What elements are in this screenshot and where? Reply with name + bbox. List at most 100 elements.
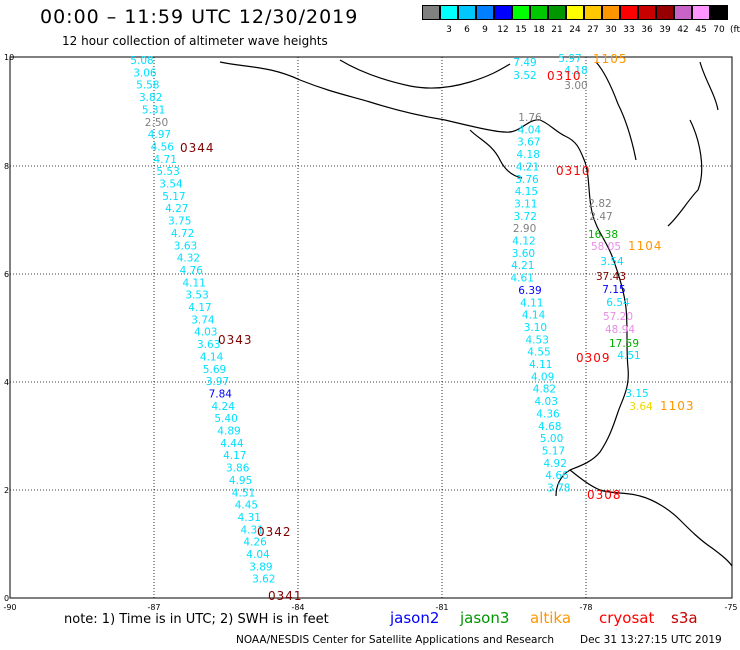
wave-height-value: 3.64 (629, 401, 653, 413)
legend-swatch (440, 5, 458, 20)
wave-height-value: 3.89 (249, 561, 272, 573)
pass-time-label: 0342 (257, 525, 292, 539)
legend-swatch (548, 5, 566, 20)
wave-height-value: 3.00 (564, 80, 587, 92)
legend-swatch (710, 5, 728, 20)
wave-height-value: 4.71 (154, 154, 177, 166)
satellite-legend-cryosat: cryosat (599, 609, 655, 627)
wave-height-value: 4.12 (512, 236, 535, 248)
wave-height-value: 4.18 (564, 65, 587, 77)
wave-height-value: 3.52 (513, 70, 536, 82)
wave-height-value: 3.06 (133, 67, 157, 79)
satellite-legend-altika: altika (530, 609, 572, 627)
legend-swatch (602, 5, 620, 20)
wave-height-value: 2.47 (589, 211, 612, 223)
wave-height-value: 4.76 (180, 265, 204, 277)
legend-unit: (ft) (730, 25, 740, 35)
generation-timestamp: Dec 31 13:27:15 UTC 2019 (580, 634, 722, 646)
coastline-northeast (699, 61, 719, 111)
pass-time-label: 0310 (556, 164, 591, 178)
x-tick-label: -78 (579, 603, 592, 612)
satellite-legend-jason3: jason3 (460, 609, 510, 627)
wave-height-value: 5.17 (542, 445, 565, 457)
wave-height-value: 4.04 (246, 549, 270, 561)
satellite-legend-s3a: s3a (671, 609, 698, 627)
legend-label: 33 (623, 25, 635, 35)
wave-height-value: 4.27 (165, 203, 188, 215)
wave-height-value: 3.67 (517, 137, 540, 149)
wave-height-value: 3.11 (514, 198, 537, 210)
y-tick-label: 10 (4, 53, 14, 62)
wave-height-value: 1.76 (518, 112, 542, 124)
wave-height-value: 5.97 (558, 53, 581, 65)
pass-time-label: 0341 (268, 589, 303, 603)
wave-height-value: 4.45 (235, 500, 258, 512)
wave-height-value: 5.00 (540, 433, 563, 445)
wave-height-value: 4.11 (529, 359, 552, 371)
legend-swatch (620, 5, 638, 20)
legend-swatch (458, 5, 476, 20)
pass-time-label: 0310 (547, 69, 582, 83)
wave-height-value: 4.44 (220, 438, 244, 450)
legend-label: 21 (551, 25, 563, 35)
y-tick-label: 2 (4, 486, 9, 495)
legend-label: 6 (464, 25, 470, 35)
wave-height-value: 3.62 (252, 574, 275, 586)
map-title: 00:00 – 11:59 UTC 12/30/2019 (40, 6, 359, 28)
wave-height-value: 4.31 (238, 512, 261, 524)
wave-height-value: 4.15 (515, 186, 538, 198)
legend-label: 3 (446, 25, 452, 35)
legend-label: 45 (695, 25, 707, 35)
legend-label: 70 (713, 25, 725, 35)
wave-height-value: 4.18 (517, 149, 540, 161)
wave-height-value: 4.82 (533, 384, 556, 396)
pass-time-label: 1105 (593, 52, 628, 66)
wave-height-value: 3.54 (600, 256, 624, 268)
wave-height-value: 4.11 (520, 297, 543, 309)
coastline-bay (469, 129, 523, 179)
legend-label: 30 (605, 25, 617, 35)
coastline-north (339, 59, 511, 89)
legend-swatch (566, 5, 584, 20)
legend-swatch (422, 5, 440, 20)
wave-height-value: 6.54 (606, 297, 630, 309)
wave-height-value: 4.21 (511, 260, 534, 272)
wave-height-value: 4.17 (223, 450, 246, 462)
wave-height-value: 37.43 (596, 271, 626, 283)
wave-height-value: 3.97 (206, 376, 229, 388)
wave-height-value: 57.20 (603, 311, 633, 323)
wave-height-value: 5.58 (136, 80, 159, 92)
pass-time-label: 0344 (180, 141, 215, 155)
wave-height-value: 3.53 (185, 290, 208, 302)
wave-height-value: 3.86 (226, 463, 250, 475)
legend-label: 12 (497, 25, 509, 35)
x-tick-label: -75 (724, 603, 737, 612)
wave-height-value: 4.92 (544, 458, 567, 470)
wave-height-value: 4.03 (194, 327, 217, 339)
wave-height-value: 3.10 (524, 322, 547, 334)
wave-height-value: 5.31 (142, 104, 165, 116)
legend-label: 42 (677, 25, 689, 35)
wave-height-value: 4.17 (188, 302, 211, 314)
legend-swatch (512, 5, 530, 20)
pass-time-label: 1104 (628, 239, 663, 253)
wave-height-value: 4.09 (531, 371, 554, 383)
legend-label: 18 (533, 25, 545, 35)
legend-label: 24 (569, 25, 581, 35)
x-tick-label: -90 (3, 603, 16, 612)
x-tick-label: -87 (147, 603, 160, 612)
legend-label: 36 (641, 25, 653, 35)
wave-height-value: 4.66 (545, 470, 569, 482)
map-frame (9, 56, 733, 599)
wave-height-value: 7.49 (513, 57, 536, 69)
wave-height-value: 3.82 (139, 92, 162, 104)
wave-height-value: 17.59 (609, 338, 639, 350)
legend-label: 15 (515, 25, 527, 35)
y-tick-label: 6 (4, 270, 9, 279)
wave-height-value: 5.40 (214, 413, 237, 425)
wave-height-value: 5.17 (162, 191, 185, 203)
legend-swatch (638, 5, 656, 20)
wave-height-value: 4.21 (516, 161, 539, 173)
wave-height-value: 48.94 (605, 324, 635, 336)
legend-swatch (692, 5, 710, 20)
